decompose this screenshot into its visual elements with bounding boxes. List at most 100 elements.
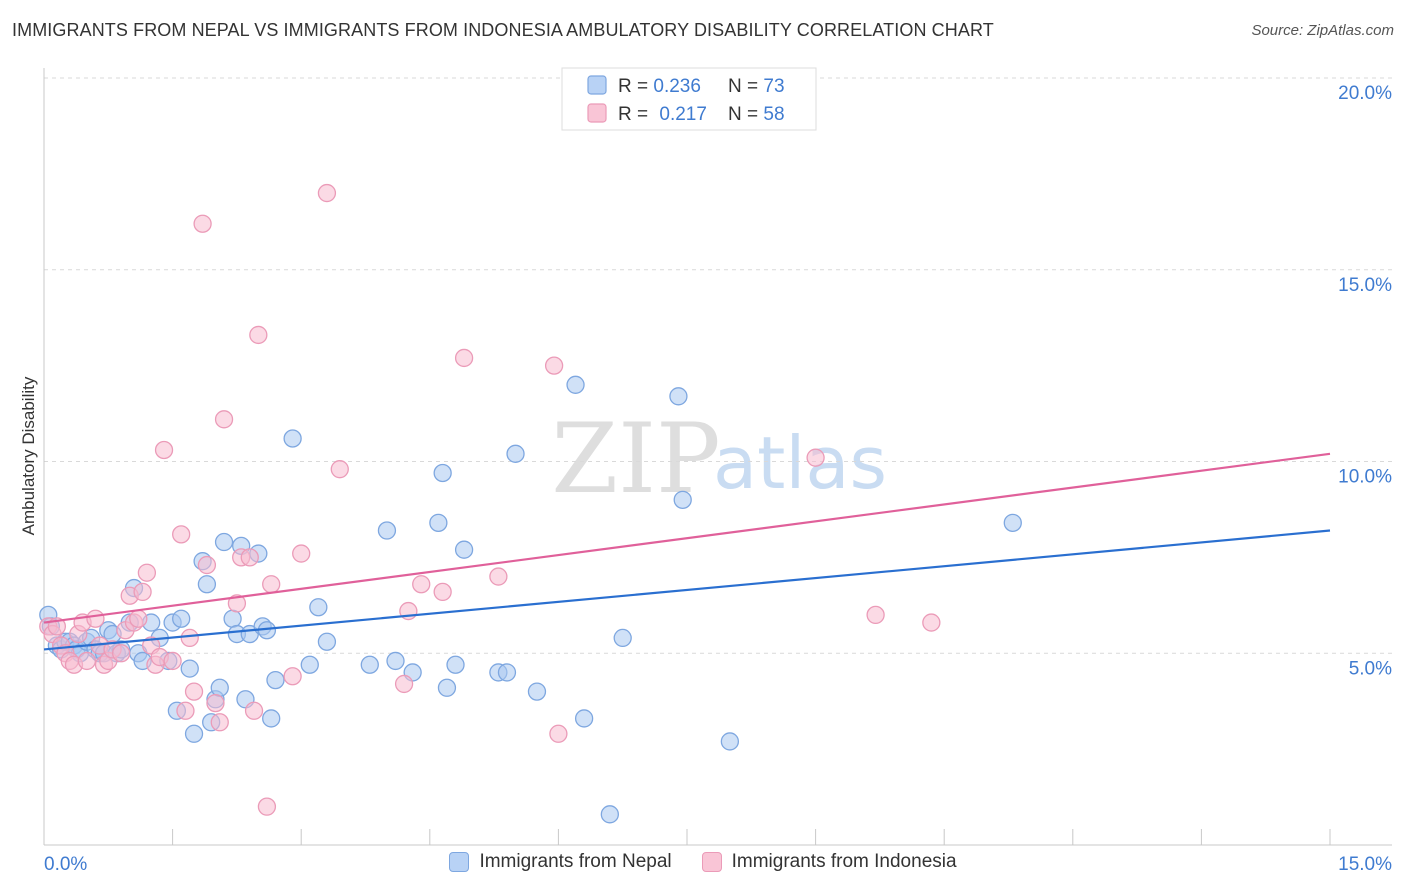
point-indonesia (262, 575, 281, 594)
legend-bottom-label-nepal: Immigrants from Nepal (479, 851, 672, 872)
point-nepal (377, 521, 397, 540)
point-nepal (184, 724, 204, 743)
point-nepal (437, 678, 457, 697)
point-nepal (180, 659, 199, 678)
point-indonesia (227, 594, 247, 613)
point-nepal (283, 429, 302, 448)
y-tick-label: 20.0% (1338, 83, 1392, 104)
point-indonesia (86, 609, 105, 628)
point-indonesia (866, 605, 885, 625)
legend-r-label-indonesia: R = (618, 104, 653, 125)
legend-r-label-nepal: R = (618, 76, 653, 97)
point-nepal (309, 598, 328, 617)
point-nepal (223, 609, 242, 628)
grid (44, 77, 1392, 654)
x-tick-label: 0.0% (44, 854, 87, 875)
point-nepal (720, 732, 740, 751)
point-indonesia (214, 410, 234, 429)
points (39, 183, 1022, 824)
legend-n-value-indonesia: 58 (763, 104, 784, 125)
chart-title: IMMIGRANTS FROM NEPAL VS IMMIGRANTS FROM… (12, 20, 994, 40)
legend-item-indonesia: Immigrants from Indonesia (701, 851, 957, 873)
point-indonesia (544, 356, 564, 375)
point-nepal (262, 709, 281, 728)
point-indonesia (257, 797, 277, 816)
point-nepal (197, 575, 217, 594)
point-indonesia (244, 701, 264, 720)
point-nepal (506, 444, 525, 463)
point-nepal (574, 709, 594, 728)
legend-item-nepal: Immigrants from Nepal (449, 851, 672, 873)
svg-text:N = 73: N = 73 (728, 76, 785, 97)
legend-bottom-label-indonesia: Immigrants from Indonesia (731, 851, 957, 872)
svg-text:R = 0.217: R = 0.217 (618, 104, 707, 125)
point-nepal (266, 670, 285, 690)
legend-r-value-nepal: 0.236 (653, 76, 701, 97)
watermark-atlas: atlas (713, 421, 887, 505)
point-indonesia (197, 555, 217, 575)
trendlines (43, 452, 1331, 651)
legend-r-value-indonesia: 0.217 (659, 104, 707, 125)
y-tick-label: 10.0% (1338, 467, 1392, 488)
point-indonesia (249, 325, 268, 345)
point-nepal (360, 655, 379, 674)
point-nepal (429, 513, 448, 533)
legend-swatch-nepal (587, 75, 607, 95)
point-indonesia (317, 183, 337, 203)
point-indonesia (806, 448, 825, 467)
legend-n-label-nepal: N = (728, 76, 763, 97)
legend-swatch-indonesia (587, 103, 607, 123)
point-indonesia (154, 440, 174, 460)
svg-text:N = 58: N = 58 (728, 104, 785, 125)
point-indonesia (210, 713, 229, 732)
trendline-nepal (43, 529, 1331, 651)
y-tick-label: 5.0% (1349, 658, 1392, 679)
legend-bottom-swatch-nepal (449, 852, 470, 872)
point-indonesia (172, 525, 191, 544)
legend-bottom-swatch-indonesia (701, 852, 722, 872)
point-indonesia (176, 701, 195, 720)
point-indonesia (137, 563, 157, 582)
point-indonesia (330, 460, 349, 479)
point-nepal (300, 655, 319, 674)
point-indonesia (112, 644, 131, 663)
point-nepal (172, 609, 191, 628)
point-nepal (317, 632, 337, 651)
point-nepal (527, 682, 547, 701)
point-nepal (673, 490, 692, 510)
point-indonesia (184, 682, 204, 701)
y-axis-label: Ambulatory Disability (19, 376, 38, 535)
legend-top: R = 0.236 N = 73 R = 0.217 N = 58 (561, 67, 817, 131)
point-indonesia (433, 582, 452, 602)
point-indonesia (77, 651, 97, 671)
x-tick-label: 15.0% (1338, 854, 1392, 875)
point-indonesia (412, 575, 431, 594)
point-nepal (669, 387, 688, 406)
point-indonesia (163, 651, 182, 671)
point-indonesia (129, 609, 148, 628)
point-indonesia (922, 613, 941, 632)
point-nepal (497, 663, 517, 682)
axes (43, 68, 1392, 846)
legend-n-value-nepal: 73 (763, 76, 784, 97)
legend-bottom: Immigrants from Nepal Immigrants from In… (0, 851, 1406, 873)
svg-text:R = 0.236: R = 0.236 (618, 76, 701, 97)
point-nepal (600, 805, 619, 824)
point-indonesia (549, 724, 568, 743)
point-indonesia (292, 544, 311, 563)
ticks: 5.0% 10.0% 15.0% 20.0% 0.0% 15.0% (44, 83, 1392, 875)
point-indonesia (206, 693, 225, 713)
watermark: ZIP atlas (551, 403, 887, 515)
point-indonesia (394, 674, 414, 694)
y-tick-label: 15.0% (1338, 275, 1392, 296)
point-nepal (214, 532, 234, 552)
point-indonesia (180, 628, 199, 648)
point-nepal (433, 463, 452, 483)
point-nepal (454, 540, 474, 559)
point-indonesia (133, 582, 152, 602)
legend-n-label-indonesia: N = (728, 104, 763, 125)
point-nepal (1003, 513, 1022, 533)
chart-source: Source: ZipAtlas.com (1251, 22, 1394, 39)
point-nepal (386, 651, 405, 671)
